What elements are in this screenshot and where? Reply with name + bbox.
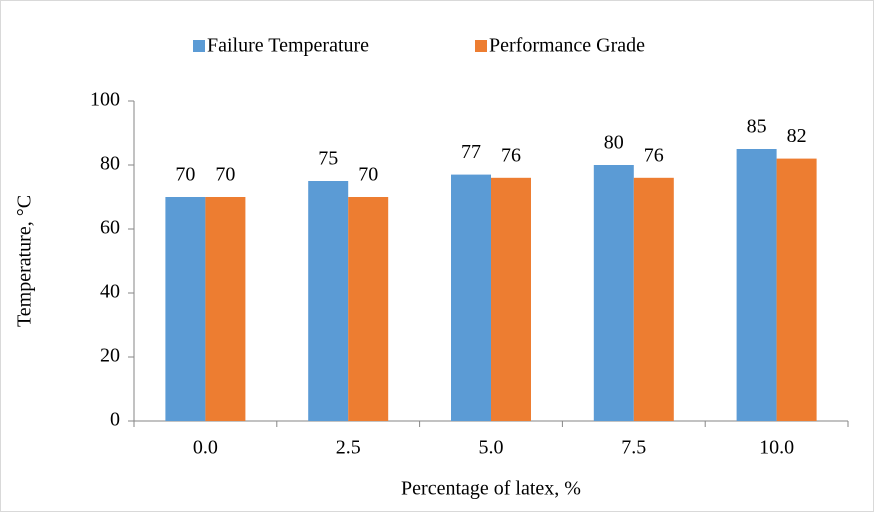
x-axis-label: Percentage of latex, % bbox=[401, 478, 581, 500]
legend-label: Failure Temperature bbox=[207, 35, 369, 57]
legend-swatch bbox=[193, 40, 205, 52]
y-tick-label: 60 bbox=[100, 217, 120, 239]
bar bbox=[633, 177, 674, 421]
bar bbox=[491, 177, 531, 421]
bar bbox=[205, 197, 246, 421]
data-label: 85 bbox=[747, 116, 767, 138]
x-tick-label: 0.0 bbox=[193, 437, 218, 459]
bar bbox=[451, 174, 491, 421]
y-tick-label: 20 bbox=[100, 345, 120, 367]
bar bbox=[348, 197, 389, 421]
x-tick-label: 10.0 bbox=[759, 437, 794, 459]
data-label: 70 bbox=[215, 164, 235, 186]
data-label: 76 bbox=[644, 144, 664, 166]
x-tick-label: 5.0 bbox=[479, 437, 504, 459]
y-axis-label: Temperature, °C bbox=[14, 195, 36, 327]
data-label: 76 bbox=[501, 144, 521, 166]
bar bbox=[308, 181, 349, 421]
data-label: 82 bbox=[787, 125, 807, 147]
data-label: 70 bbox=[175, 164, 195, 186]
legend-label: Performance Grade bbox=[489, 35, 645, 57]
data-label: 77 bbox=[461, 141, 481, 163]
data-label: 80 bbox=[604, 132, 624, 154]
bar bbox=[736, 149, 777, 421]
bar bbox=[165, 197, 206, 421]
bar bbox=[776, 158, 817, 421]
y-tick-label: 100 bbox=[90, 89, 120, 111]
bar bbox=[593, 165, 634, 421]
y-tick-label: 0 bbox=[110, 409, 120, 431]
data-label: 70 bbox=[358, 164, 378, 186]
y-tick-label: 80 bbox=[100, 153, 120, 175]
data-label: 75 bbox=[318, 148, 338, 170]
x-tick-label: 7.5 bbox=[621, 437, 646, 459]
y-tick-label: 40 bbox=[100, 281, 120, 303]
x-tick-label: 2.5 bbox=[336, 437, 361, 459]
legend-swatch bbox=[475, 40, 487, 52]
